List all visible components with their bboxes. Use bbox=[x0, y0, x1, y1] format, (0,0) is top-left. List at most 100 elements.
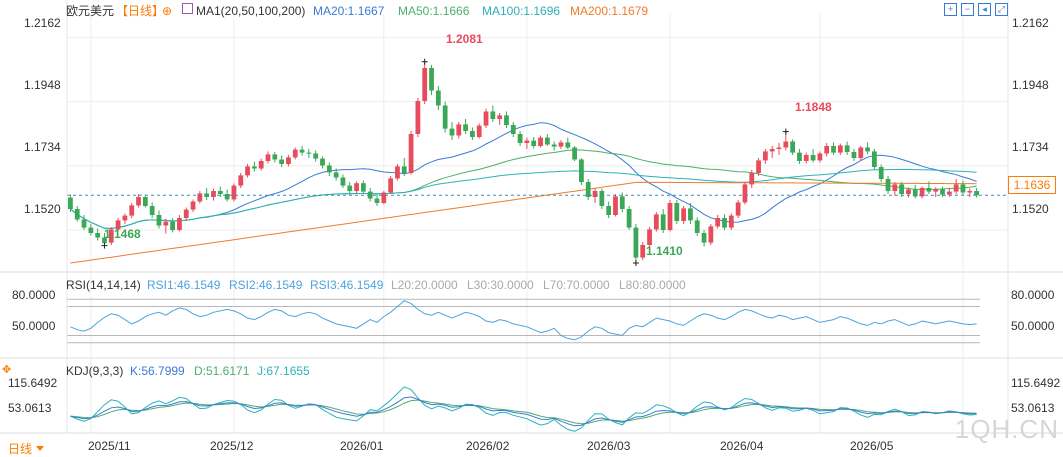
candle-up bbox=[906, 189, 911, 194]
candle-down bbox=[878, 167, 884, 179]
candle-up bbox=[742, 184, 748, 203]
candle-down bbox=[688, 208, 693, 221]
shift-back-icon[interactable]: ◂ bbox=[978, 3, 991, 16]
moving-average-lines bbox=[70, 122, 977, 264]
candle-down bbox=[899, 184, 905, 194]
candle-up bbox=[122, 215, 128, 221]
candle-up bbox=[497, 115, 503, 119]
rsi-y-tick-left: 50.0000 bbox=[12, 319, 56, 333]
candle-up bbox=[211, 191, 216, 197]
ma-indicator-label[interactable]: MA1(20,50,100,200) bbox=[196, 4, 306, 18]
kdj-y-tick-left: 53.0613 bbox=[8, 401, 52, 415]
candle-up bbox=[708, 226, 714, 243]
candle-up bbox=[265, 154, 271, 161]
candle-down bbox=[633, 227, 639, 258]
candle-up bbox=[640, 245, 646, 258]
candle-down bbox=[367, 191, 373, 199]
candle-up bbox=[892, 184, 898, 191]
kdj-j-value: J:67.1655 bbox=[257, 364, 310, 378]
candle-down bbox=[510, 125, 516, 134]
rsi-panel bbox=[67, 298, 980, 344]
move-icon[interactable]: ✥ bbox=[2, 364, 12, 376]
axes bbox=[0, 0, 1063, 434]
candle-down bbox=[606, 206, 612, 215]
chevron-down-icon[interactable] bbox=[36, 446, 44, 451]
candle-up bbox=[776, 147, 782, 149]
candle-down bbox=[694, 220, 700, 233]
candle-up bbox=[953, 184, 959, 192]
x-tick: 2026/05 bbox=[850, 439, 894, 453]
candle-down bbox=[347, 185, 353, 191]
kdj-d-value: D:51.6171 bbox=[194, 364, 250, 378]
candle-up bbox=[967, 191, 973, 193]
candle-up bbox=[177, 218, 182, 230]
y-tick-right: 1.1948 bbox=[1012, 78, 1049, 92]
candle-down bbox=[401, 166, 407, 173]
kdj-panel bbox=[70, 386, 977, 432]
candle-up bbox=[292, 149, 298, 158]
candle-down bbox=[224, 194, 230, 200]
candle-down bbox=[974, 191, 979, 196]
candle-up bbox=[919, 188, 925, 197]
candle-down bbox=[251, 166, 257, 169]
grid-lines bbox=[67, 14, 1008, 433]
candle-down bbox=[320, 158, 325, 166]
candle-down bbox=[435, 90, 441, 106]
x-tick: 2026/01 bbox=[340, 439, 384, 453]
candle-up bbox=[476, 125, 482, 137]
fullscreen-icon[interactable]: ⤢ bbox=[995, 3, 1008, 16]
candle-down bbox=[170, 221, 175, 230]
candle-down bbox=[517, 134, 523, 143]
candle-up bbox=[837, 145, 843, 153]
price-annotations bbox=[101, 58, 789, 266]
current-price-label: 1.1636 bbox=[1008, 176, 1056, 194]
candle-up bbox=[592, 191, 598, 197]
candle-down bbox=[551, 144, 557, 147]
annotation-high-label: 1.1848 bbox=[795, 100, 832, 114]
rsi-indicator-label[interactable]: RSI(14,14,14) bbox=[66, 278, 141, 292]
candle-down bbox=[88, 227, 94, 233]
period-tag[interactable]: 【日线】 bbox=[116, 4, 165, 18]
candle-up bbox=[408, 134, 414, 173]
candle-up bbox=[286, 157, 291, 164]
x-tick: 2026/04 bbox=[720, 439, 764, 453]
candle-down bbox=[701, 233, 707, 243]
candle-up bbox=[190, 201, 196, 210]
candle-up bbox=[108, 229, 114, 243]
rsi-y-tick-left: 80.0000 bbox=[12, 288, 56, 302]
candle-up bbox=[803, 155, 809, 161]
candle-down bbox=[333, 172, 339, 178]
l20-value: L20:20.0000 bbox=[391, 278, 458, 292]
rsi-y-tick-right: 50.0000 bbox=[1011, 319, 1055, 333]
period-button[interactable]: 日线 bbox=[8, 442, 33, 456]
candle-up bbox=[238, 175, 244, 186]
y-tick-left: 1.1734 bbox=[24, 140, 61, 154]
candle-down bbox=[95, 233, 101, 238]
candle-up bbox=[136, 197, 141, 206]
zoom-out-icon[interactable]: − bbox=[961, 3, 974, 16]
candle-down bbox=[722, 218, 727, 228]
candle-down bbox=[299, 149, 305, 153]
watermark: 1QH.CN bbox=[954, 414, 1059, 444]
candle-down bbox=[74, 209, 80, 220]
x-tick: 2026/03 bbox=[587, 439, 631, 453]
y-tick-left: 1.1948 bbox=[24, 78, 61, 92]
kdj-y-tick-right: 53.0613 bbox=[1011, 401, 1055, 415]
candle-down bbox=[926, 188, 932, 192]
candle-down bbox=[585, 182, 591, 197]
candle-up bbox=[422, 68, 428, 101]
settings-icon[interactable]: ⊕ bbox=[162, 4, 173, 18]
candle-down bbox=[279, 159, 285, 164]
candle-up bbox=[245, 166, 250, 176]
candle-down bbox=[81, 219, 87, 228]
kdj-y-tick-left: 115.6492 bbox=[8, 376, 58, 390]
kdj-indicator-label[interactable]: KDJ(9,3,3) bbox=[66, 364, 124, 378]
candle-down bbox=[851, 152, 857, 158]
candlesticks bbox=[67, 61, 1008, 263]
zoom-in-icon[interactable]: + bbox=[944, 3, 957, 16]
kdj-y-tick-right: 115.6492 bbox=[1011, 376, 1061, 390]
l70-value: L70:70.0000 bbox=[543, 278, 610, 292]
candle-down bbox=[326, 165, 332, 173]
candle-down bbox=[68, 197, 73, 209]
